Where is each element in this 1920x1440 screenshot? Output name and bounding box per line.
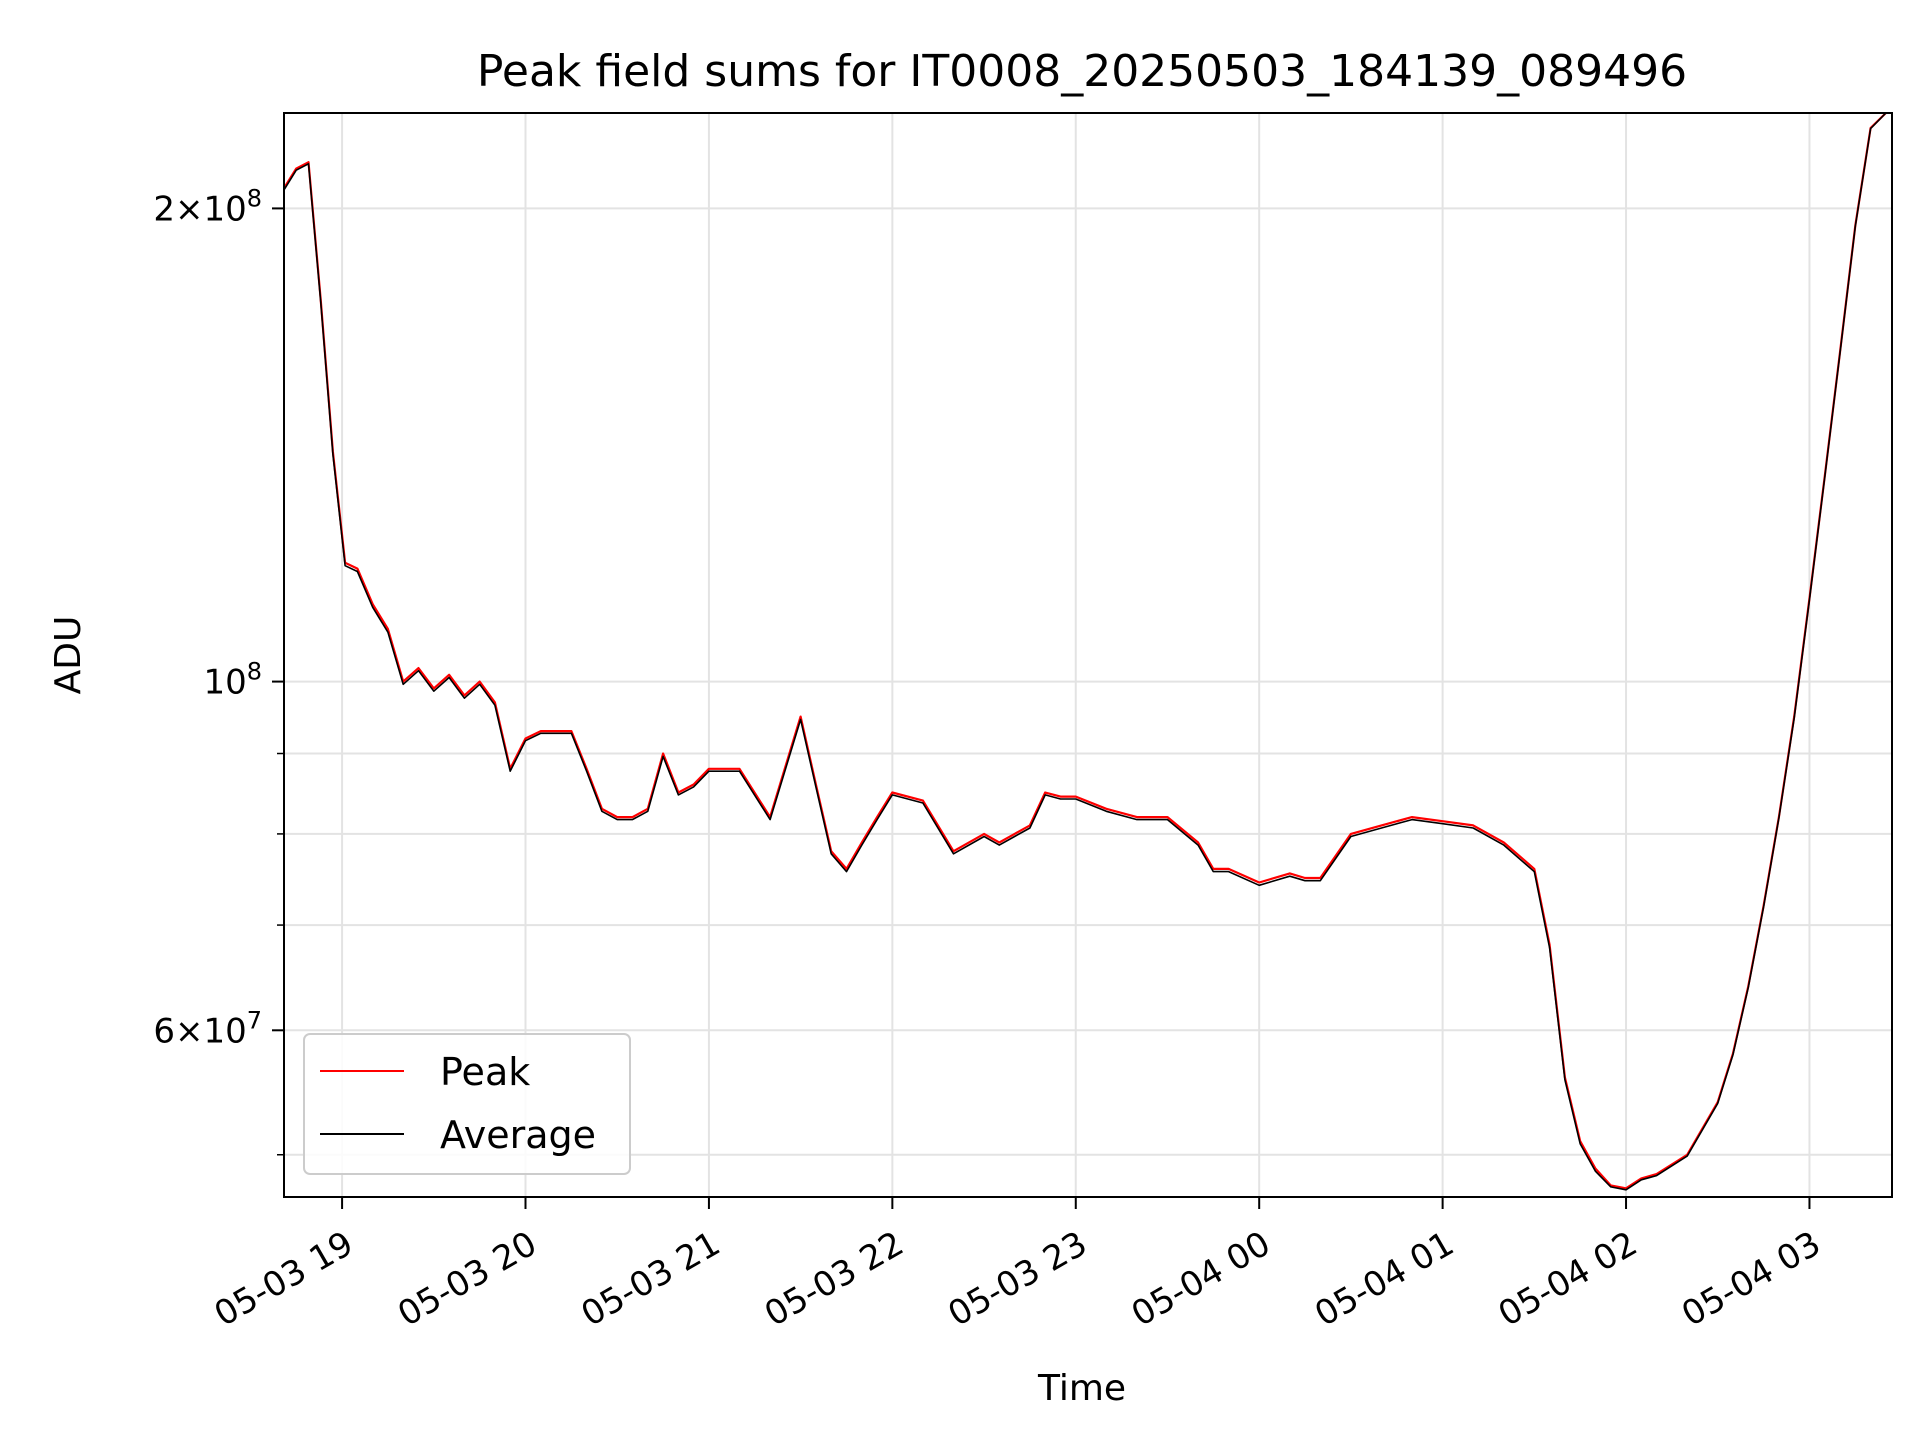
y-tick-label: 108 (203, 658, 262, 703)
x-tick-label: 05-03 22 (758, 1224, 910, 1335)
x-tick-label: 05-03 19 (208, 1224, 360, 1335)
plot-area-frame (283, 112, 1893, 1198)
y-tick-label: 6×107 (153, 1006, 262, 1051)
x-tick-label: 05-04 01 (1308, 1224, 1460, 1335)
legend-label-average: Average (440, 1113, 596, 1157)
x-tick-label: 05-04 03 (1675, 1224, 1827, 1335)
series-lines (283, 112, 1887, 1191)
chart-title: Peak field sums for IT0008_20250503_1841… (477, 46, 1687, 97)
legend-label-peak: Peak (440, 1050, 530, 1094)
x-tick-label: 05-03 20 (391, 1224, 543, 1335)
x-axis-label: Time (1037, 1368, 1126, 1409)
series-line-peak (283, 112, 1887, 1190)
x-tick-label: 05-03 23 (941, 1224, 1093, 1335)
x-tick-label: 05-04 00 (1125, 1224, 1277, 1335)
legend-box (303, 1033, 631, 1175)
y-axis-ticks: 2×108 108 6×107 (153, 184, 284, 1156)
x-tick-label: 05-03 21 (575, 1224, 727, 1335)
y-axis-label: ADU (48, 616, 89, 695)
x-axis-ticks: 05-03 19 05-03 20 05-03 21 05-03 22 05-03 23… (208, 1197, 1828, 1335)
series-line-average (283, 112, 1887, 1191)
y-tick-label: 2×108 (153, 184, 262, 229)
grid (284, 113, 1892, 1197)
legend: Peak Average (303, 1033, 631, 1175)
x-tick-label: 05-04 02 (1492, 1224, 1644, 1335)
